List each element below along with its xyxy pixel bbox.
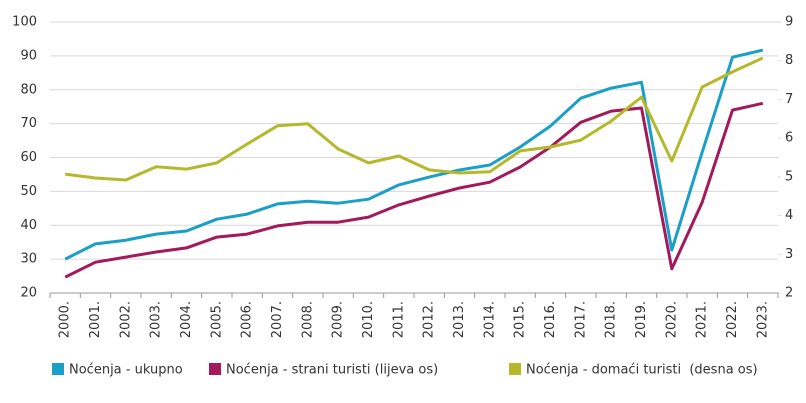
x-tick-label: 2009. xyxy=(331,301,346,338)
y-tick-label: 30 xyxy=(20,252,37,267)
x-tick-label: 2006. xyxy=(240,301,255,338)
y2-tick-label: 8 xyxy=(785,53,793,68)
legend-label: Noćenja - strani turisti (lijeva os) xyxy=(226,363,438,378)
y-tick-label: 50 xyxy=(20,184,37,199)
legend-label: Noćenja - ukupno xyxy=(69,363,183,378)
x-tick-label: 2011. xyxy=(391,301,406,338)
x-tick-label: 2021. xyxy=(695,301,710,338)
x-tick-label: 2010. xyxy=(361,301,376,338)
x-tick-label: 2020. xyxy=(664,301,679,338)
y-tick-label: 60 xyxy=(20,150,37,165)
series-line xyxy=(64,101,764,279)
y2-tick-label: 3 xyxy=(785,247,793,262)
y2-tick-label: 6 xyxy=(785,131,793,146)
x-tick-label: 2003. xyxy=(149,301,164,338)
x-tick-label: 2013. xyxy=(452,301,467,338)
y-tick-label: 20 xyxy=(20,286,37,301)
y-tick-label: 40 xyxy=(20,218,37,233)
x-tick-label: 2000. xyxy=(58,301,73,338)
x-tick-label: 2002. xyxy=(118,301,133,338)
x-tick-label: 2008. xyxy=(300,301,315,338)
x-tick-label: 2022. xyxy=(725,301,740,338)
legend-swatch xyxy=(209,363,221,375)
y2-tick-label: 7 xyxy=(785,92,793,107)
legend-swatch xyxy=(509,363,521,375)
x-tick-label: 2012. xyxy=(422,301,437,338)
x-tick-label: 2023. xyxy=(755,301,770,338)
y-tick-label: 100 xyxy=(12,15,37,30)
legend-swatch xyxy=(52,363,64,375)
x-tick-label: 2014. xyxy=(482,301,497,338)
y-tick-label: 80 xyxy=(20,82,37,97)
x-tick-label: 2018. xyxy=(604,301,619,338)
series-line xyxy=(64,48,764,261)
y-tick-label: 70 xyxy=(20,116,37,131)
x-tick-label: 2016. xyxy=(543,301,558,338)
series-line xyxy=(65,56,764,182)
x-tick-label: 2007. xyxy=(270,301,285,338)
y2-tick-label: 2 xyxy=(785,286,793,301)
x-tick-label: 2015. xyxy=(513,301,528,338)
x-tick-label: 2001. xyxy=(88,301,103,338)
x-tick-label: 2005. xyxy=(209,301,224,338)
x-tick-label: 2019. xyxy=(634,301,649,338)
y2-tick-label: 5 xyxy=(785,169,793,184)
y2-tick-label: 4 xyxy=(785,208,793,223)
x-tick-label: 2017. xyxy=(573,301,588,338)
legend-label: Noćenja - domaći turisti (desna os) xyxy=(526,363,758,378)
x-tick-label: 2004. xyxy=(179,301,194,338)
y-tick-label: 90 xyxy=(20,48,37,63)
y2-tick-label: 9 xyxy=(785,15,793,30)
